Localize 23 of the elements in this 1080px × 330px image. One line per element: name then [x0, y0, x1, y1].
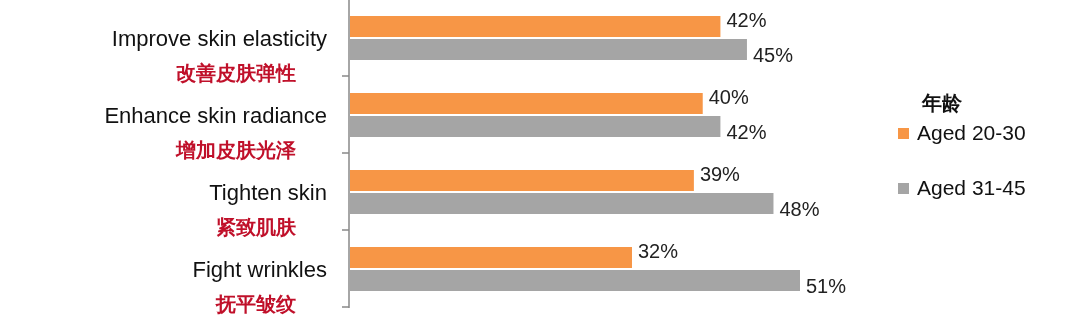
legend-title: 年龄 [921, 91, 963, 115]
bar [350, 270, 800, 291]
y-tick-label: Tighten skin 紧致肌肤 [209, 180, 327, 239]
data-label: 51% [806, 274, 847, 297]
y-tick-label: Fight wrinkles 抚平皱纹 [192, 257, 327, 316]
y-tick-label: Enhance skin radiance 增加皮肤光泽 [104, 103, 327, 162]
bar [350, 39, 747, 60]
bar [350, 193, 774, 214]
data-label: 48% [779, 197, 820, 220]
bar [350, 16, 721, 37]
legend-label: Aged 20-30 [917, 121, 1026, 144]
bar [350, 247, 632, 268]
data-label: 42% [726, 8, 767, 31]
data-label: 32% [637, 239, 679, 262]
bar [350, 93, 703, 114]
y-tick-label: Improve skin elasticity 改善皮肤弹性 [111, 26, 327, 85]
data-label: 40% [708, 85, 749, 108]
bar [350, 116, 721, 137]
bar [350, 170, 694, 191]
data-label: 42% [726, 120, 767, 143]
data-label: 45% [752, 43, 794, 66]
data-label: 39% [699, 162, 741, 185]
legend-label: Aged 31-45 [917, 176, 1026, 199]
